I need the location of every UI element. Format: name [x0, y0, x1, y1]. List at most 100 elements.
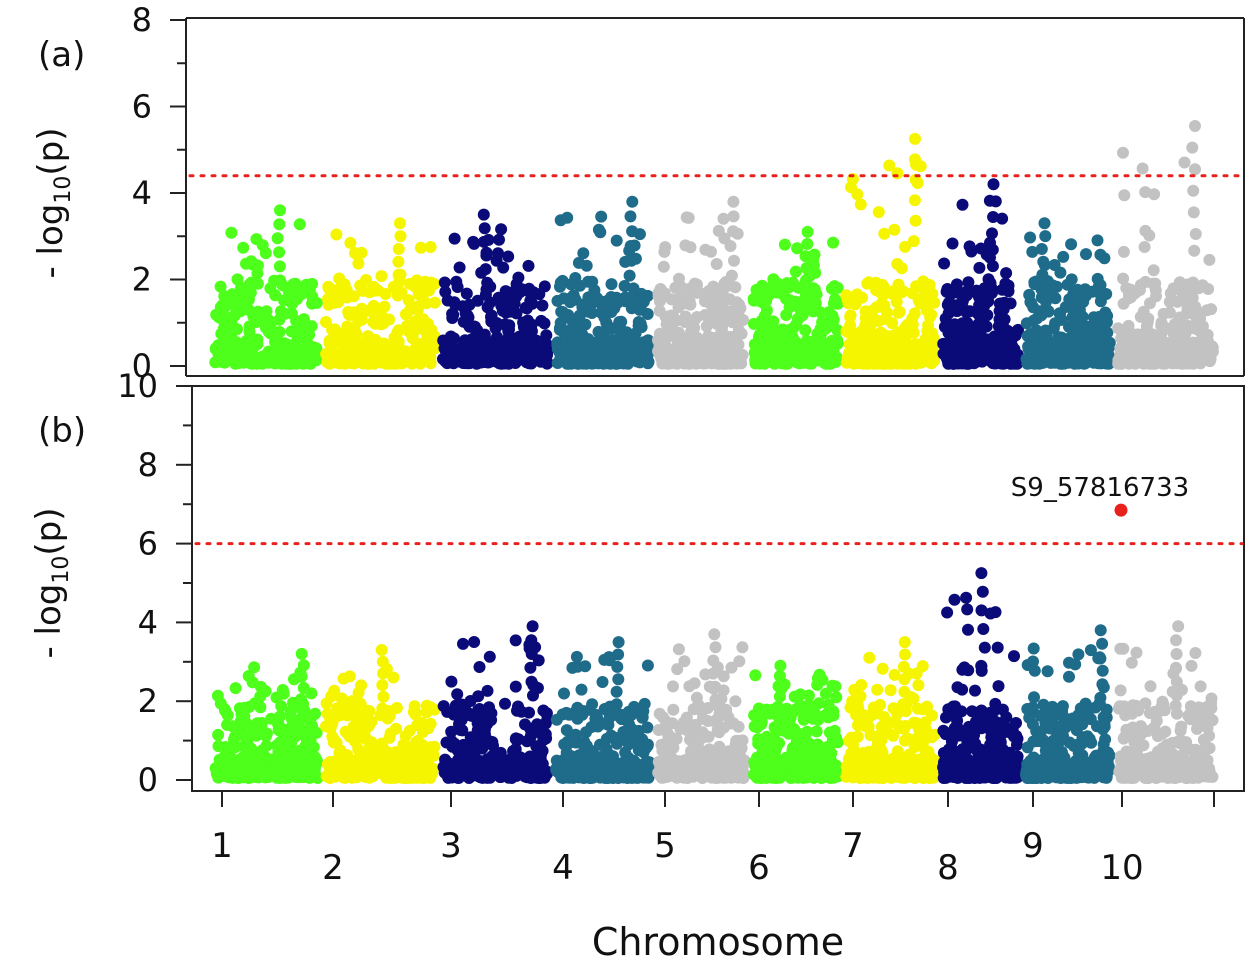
- panel-label: (b): [38, 411, 86, 451]
- data-point: [586, 275, 599, 288]
- peak-point: [728, 254, 740, 267]
- data-point: [412, 340, 425, 353]
- data-point: [687, 757, 700, 770]
- data-point: [511, 704, 523, 717]
- data-point: [333, 272, 346, 285]
- data-point: [462, 311, 475, 324]
- data-point: [509, 733, 522, 746]
- data-point: [678, 316, 691, 328]
- data-point: [703, 297, 716, 310]
- data-point: [686, 768, 699, 781]
- peak-point: [610, 698, 623, 711]
- data-point: [1023, 288, 1036, 301]
- data-point: [399, 739, 412, 752]
- chromosome-4-points: [550, 636, 656, 784]
- data-point: [670, 332, 683, 345]
- peak-point: [612, 648, 625, 661]
- data-point: [1057, 250, 1070, 263]
- data-point: [1095, 356, 1108, 369]
- data-point: [732, 356, 745, 369]
- data-point: [254, 690, 267, 703]
- peak-point: [799, 250, 812, 263]
- peak-point: [773, 670, 786, 682]
- data-point: [1196, 279, 1209, 292]
- data-point: [1094, 295, 1107, 308]
- data-point: [849, 298, 862, 311]
- peak-point: [727, 225, 740, 238]
- data-point: [622, 726, 635, 739]
- y-axis-label: - log10(p): [31, 127, 76, 278]
- data-point: [492, 354, 505, 367]
- data-point: [486, 736, 499, 748]
- data-point: [445, 734, 458, 747]
- data-point: [1149, 284, 1162, 297]
- data-point: [634, 339, 647, 352]
- peak-point: [525, 675, 538, 688]
- data-point: [950, 278, 963, 291]
- data-point: [865, 747, 878, 760]
- peak-point: [274, 204, 286, 217]
- data-point: [264, 327, 277, 340]
- data-point: [297, 357, 310, 370]
- data-point: [485, 755, 498, 768]
- data-point: [1171, 320, 1184, 333]
- data-point: [556, 306, 569, 318]
- data-point: [583, 771, 596, 784]
- data-point: [383, 357, 396, 370]
- peak-point: [1187, 184, 1200, 197]
- data-point: [481, 301, 494, 314]
- data-point: [1060, 338, 1073, 351]
- data-point: [883, 345, 895, 358]
- data-point: [222, 756, 235, 769]
- data-point: [940, 341, 953, 354]
- data-point: [411, 303, 424, 316]
- peak-point: [271, 232, 284, 245]
- peak-point: [392, 243, 405, 255]
- peak-point: [1186, 141, 1199, 154]
- data-point: [789, 265, 802, 278]
- data-point: [344, 763, 357, 776]
- data-point: [578, 355, 591, 368]
- data-point: [672, 301, 685, 314]
- data-point: [625, 302, 638, 315]
- data-point: [767, 355, 779, 368]
- data-point: [963, 240, 976, 253]
- data-point: [828, 280, 841, 293]
- data-point: [683, 335, 696, 348]
- data-point: [1114, 343, 1127, 355]
- data-point: [340, 283, 353, 296]
- data-point: [1117, 146, 1129, 159]
- data-point: [788, 690, 801, 703]
- data-point: [851, 288, 864, 301]
- data-point: [540, 329, 553, 342]
- data-point: [822, 354, 835, 367]
- data-point: [938, 257, 951, 270]
- peak-point: [477, 208, 490, 221]
- data-point: [898, 734, 911, 747]
- data-point: [424, 241, 437, 253]
- data-point: [438, 276, 451, 289]
- data-point: [1181, 352, 1194, 365]
- data-point: [888, 329, 901, 342]
- data-point: [776, 332, 789, 345]
- data-point: [1171, 295, 1184, 308]
- data-point: [1161, 356, 1174, 369]
- data-point: [1112, 322, 1125, 335]
- data-point: [459, 301, 472, 314]
- data-point: [502, 250, 515, 263]
- peak-point: [724, 240, 737, 252]
- peak-point: [772, 711, 785, 724]
- data-point: [656, 755, 668, 767]
- data-point: [453, 261, 466, 274]
- data-point: [283, 357, 296, 370]
- data-point: [505, 772, 518, 784]
- data-point: [610, 291, 623, 304]
- data-point: [473, 661, 486, 673]
- data-point: [762, 753, 775, 765]
- data-point: [851, 188, 864, 201]
- data-point: [533, 719, 546, 732]
- data-point: [483, 650, 496, 663]
- data-point: [226, 720, 239, 733]
- data-point: [886, 317, 899, 330]
- y-tick-label: 8: [138, 446, 158, 484]
